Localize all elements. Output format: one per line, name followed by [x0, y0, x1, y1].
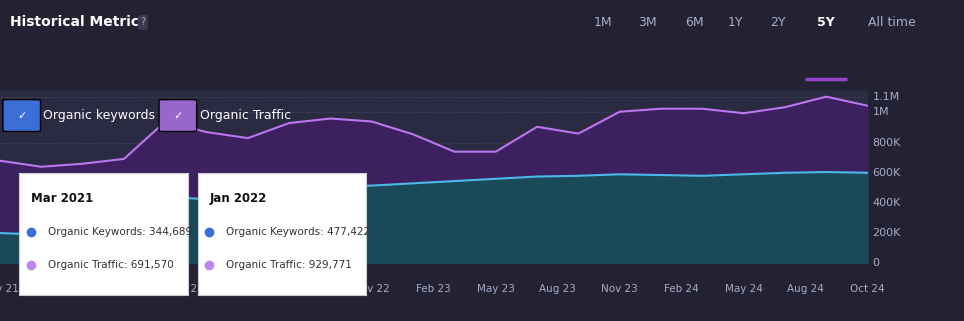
Text: Nov 23: Nov 23 [602, 284, 638, 294]
Text: ✓: ✓ [174, 110, 183, 121]
Text: Nov 22: Nov 22 [354, 284, 390, 294]
Text: Aug 22: Aug 22 [291, 284, 329, 294]
Text: Feb 23: Feb 23 [416, 284, 451, 294]
Text: Feb 24: Feb 24 [664, 284, 699, 294]
Text: 1.1M: 1.1M [872, 92, 899, 102]
Text: 1Y: 1Y [728, 16, 743, 29]
Text: Aug 23: Aug 23 [539, 284, 576, 294]
Text: ✓: ✓ [17, 110, 27, 121]
FancyBboxPatch shape [3, 100, 40, 132]
Text: Organic Keywords: 344,689: Organic Keywords: 344,689 [48, 227, 192, 237]
Text: Organic Keywords: 477,422: Organic Keywords: 477,422 [227, 227, 370, 237]
Text: May 23: May 23 [477, 284, 515, 294]
Text: All time: All time [868, 16, 916, 29]
Text: 1M: 1M [593, 16, 612, 29]
Text: May 24: May 24 [725, 284, 763, 294]
Text: 400K: 400K [872, 198, 900, 208]
Text: 6M: 6M [684, 16, 704, 29]
Text: 1M: 1M [872, 108, 889, 117]
Text: Feb 22: Feb 22 [169, 284, 203, 294]
Text: Organic Traffic: 691,570: Organic Traffic: 691,570 [48, 260, 174, 270]
Text: May 22: May 22 [228, 284, 267, 294]
Text: Nov 21: Nov 21 [106, 284, 143, 294]
Text: 2Y: 2Y [770, 16, 786, 29]
Text: 200K: 200K [872, 228, 900, 238]
Text: Organic keywords: Organic keywords [43, 109, 155, 122]
Text: 5Y: 5Y [817, 16, 835, 29]
Text: May 21: May 21 [0, 284, 19, 294]
Text: Jan 2022: Jan 2022 [209, 192, 267, 204]
Text: Aug 24: Aug 24 [788, 284, 824, 294]
Text: Oct 24: Oct 24 [850, 284, 885, 294]
Text: Organic Traffic: 929,771: Organic Traffic: 929,771 [227, 260, 352, 270]
Text: Historical Metrics: Historical Metrics [10, 15, 147, 30]
Text: Organic Traffic: Organic Traffic [200, 109, 291, 122]
Text: Mar 2021: Mar 2021 [31, 192, 94, 204]
Text: ?: ? [140, 17, 146, 28]
Text: 0: 0 [872, 258, 879, 268]
Text: 3M: 3M [638, 16, 657, 29]
Text: Aug 21: Aug 21 [43, 284, 80, 294]
FancyBboxPatch shape [159, 100, 197, 132]
Text: 600K: 600K [872, 168, 900, 178]
Text: 800K: 800K [872, 138, 900, 148]
